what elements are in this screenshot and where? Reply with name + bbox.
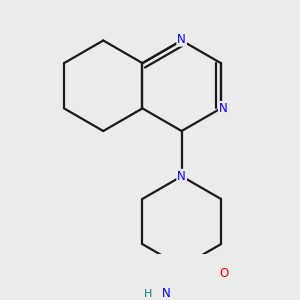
Text: N: N	[219, 102, 228, 115]
Text: H: H	[144, 289, 153, 299]
Text: O: O	[219, 267, 228, 280]
Text: N: N	[177, 33, 186, 46]
Text: N: N	[161, 287, 170, 300]
Text: N: N	[177, 170, 186, 183]
